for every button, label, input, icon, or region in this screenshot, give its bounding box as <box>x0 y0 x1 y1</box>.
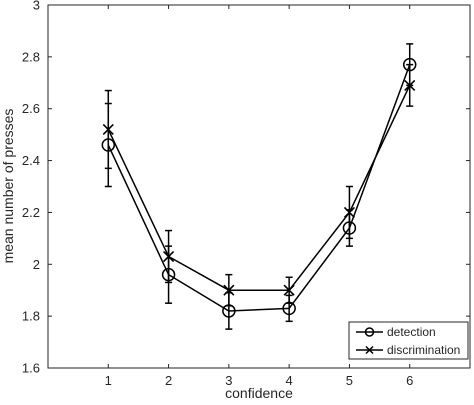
data-point <box>283 284 295 296</box>
data-point <box>223 284 235 296</box>
series-line <box>107 85 411 291</box>
legend-detection-label: detection <box>387 325 436 339</box>
legend-detection-marker <box>364 327 375 337</box>
x-tick-label: 5 <box>346 373 353 388</box>
y-axis-label: mean number of presses <box>0 109 16 264</box>
data-point <box>163 250 175 263</box>
y-tick-label: 2 <box>33 257 40 272</box>
legend: detection discrimination <box>348 321 469 360</box>
series-discrimination <box>102 63 416 307</box>
y-tick-label: 2.8 <box>22 49 40 64</box>
y-tick-label: 1.8 <box>22 309 40 324</box>
x-tick-label: 4 <box>286 373 293 388</box>
x-axis-label: confidence <box>225 385 293 401</box>
data-point <box>343 206 355 218</box>
legend-discrimination-label: discrimination <box>387 343 460 357</box>
series-line <box>107 64 411 312</box>
series-layer <box>101 43 417 330</box>
x-tick-label: 1 <box>105 373 112 388</box>
data-point <box>102 123 114 136</box>
x-tick-label: 3 <box>225 373 232 388</box>
axis-ticks: 1 2 3 4 5 6 1.6 1.8 2 2.2 2.4 2.6 2.8 3 <box>22 0 470 388</box>
plot-area <box>47 4 471 369</box>
y-tick-label: 2.6 <box>22 101 40 116</box>
y-tick-label: 2.4 <box>22 153 40 168</box>
y-tick-label: 2.2 <box>22 205 40 220</box>
x-tick-label: 6 <box>406 373 413 388</box>
x-tick-label: 2 <box>165 373 172 388</box>
y-tick-label: 1.6 <box>22 361 40 376</box>
y-tick-label: 3 <box>33 0 40 13</box>
legend-discrimination-marker <box>365 345 374 355</box>
data-point <box>404 79 416 91</box>
